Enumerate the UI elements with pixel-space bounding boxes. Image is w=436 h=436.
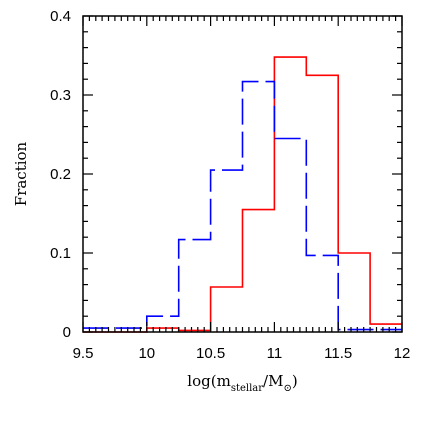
- x-tick-label: 12: [394, 345, 411, 362]
- x-axis-title-suffix: ): [292, 372, 298, 390]
- histogram-series-1: [83, 56, 402, 333]
- tick-label-layer: 9.5 10 10.5 11 11.5 12 0 0.1 0.2 0.3 0.4: [50, 8, 410, 362]
- histogram-series-2: [83, 80, 402, 331]
- x-axis-title-prefix: log(m: [187, 372, 231, 390]
- x-tick-label: 11.5: [324, 345, 352, 362]
- x-axis-title-subscript: stellar: [231, 383, 263, 394]
- y-tick-label: 0.1: [50, 245, 71, 262]
- y-axis-title: Fraction: [12, 141, 30, 206]
- y-tick-label: 0: [63, 324, 71, 341]
- x-tick-label: 9.5: [73, 345, 94, 362]
- y-tick-label: 0.4: [50, 8, 71, 25]
- x-axis-title-solar-symbol: ⊙: [283, 383, 291, 394]
- x-tick-label: 11: [267, 345, 283, 362]
- y-tick-label: 0.3: [50, 87, 71, 104]
- x-axis-title-middle: /M: [263, 372, 283, 390]
- series-layer: [83, 56, 402, 333]
- x-tick-label: 10: [138, 345, 155, 362]
- y-tick-label: 0.2: [50, 166, 71, 183]
- axes-layer: [82, 15, 403, 333]
- x-axis-title: log(mstellar/M⊙): [187, 372, 297, 394]
- x-tick-label: 10.5: [196, 345, 225, 362]
